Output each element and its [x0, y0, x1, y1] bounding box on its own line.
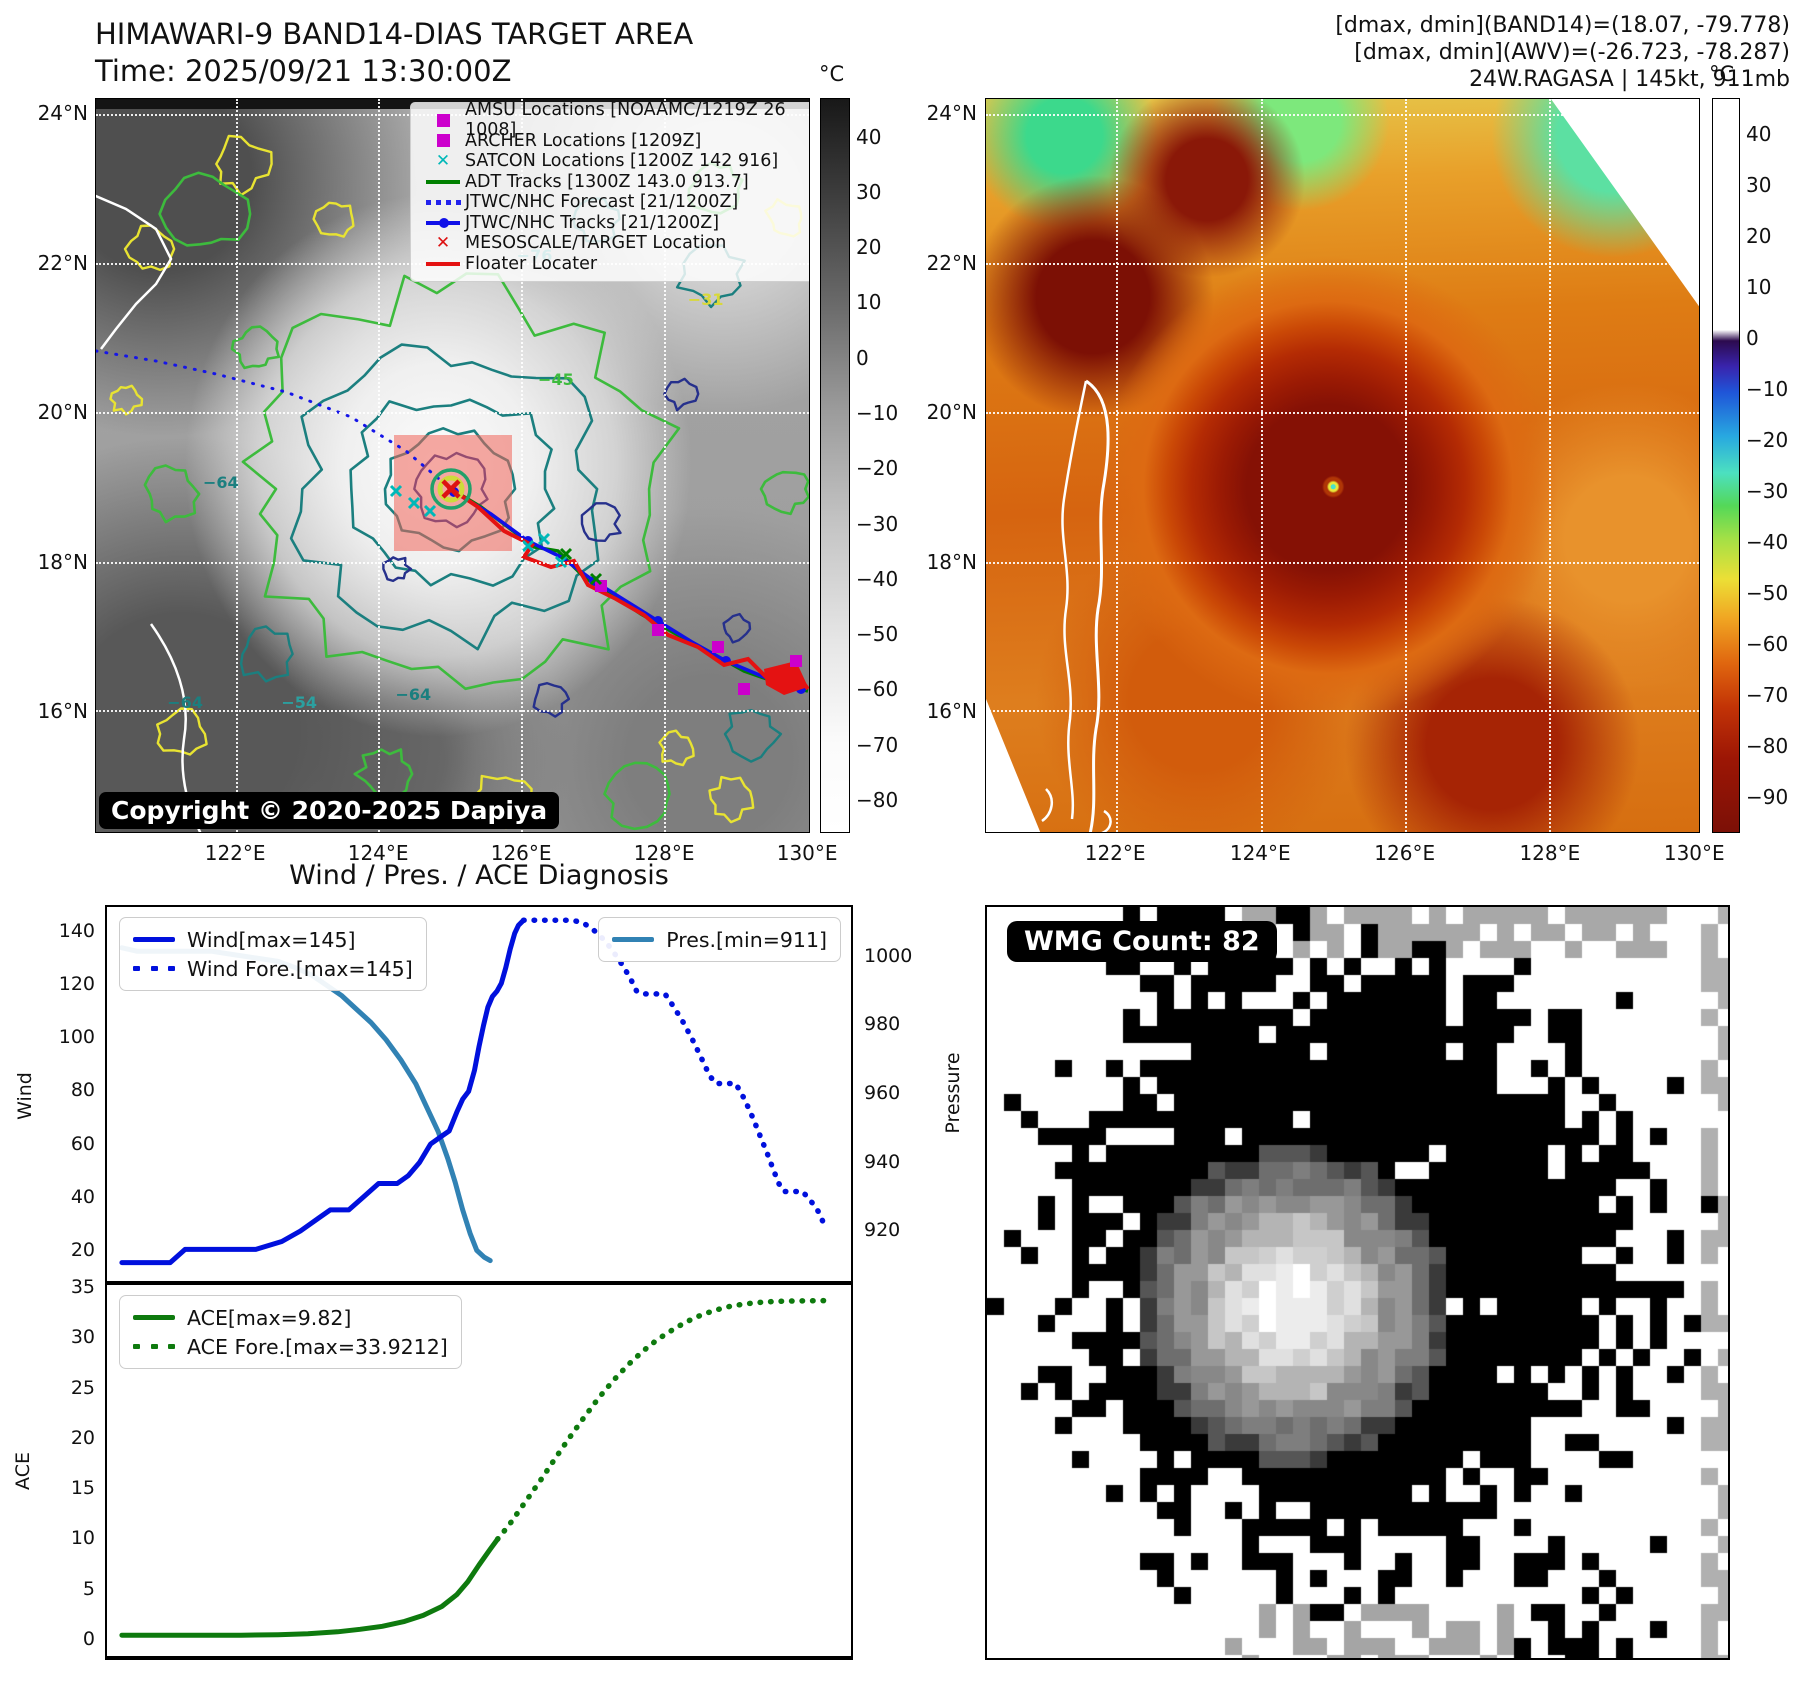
band14-satellite-map: −64−54−64−64−76−31−45 AMSU Locations [NO…	[95, 98, 810, 833]
line-swatch	[133, 937, 175, 942]
ace-legend-obs: ACE[max=9.82]	[133, 1303, 448, 1332]
legend-item: ADT Tracks [1300Z 143.0 913.7]	[421, 171, 809, 193]
wind-axis-ticks: 140 120 100 80 60 40 20	[58, 919, 95, 1262]
line-swatch	[133, 1315, 175, 1320]
legend-item-label: Floater Locater	[465, 253, 598, 274]
x-marker-icon: ✕	[435, 232, 451, 253]
band14-panel-title: HIMAWARI-9 BAND14-DIAS TARGET AREA Time:…	[95, 16, 693, 90]
ace-axis-label: ACE	[12, 1452, 34, 1490]
legend-item: JTWC/NHC Forecast [21/1200Z]	[421, 192, 809, 213]
wind-solid-swatch	[133, 937, 175, 942]
ace-dotted-swatch	[133, 1344, 175, 1349]
awv-satellite-map	[985, 98, 1700, 833]
legend-item-label: JTWC/NHC Tracks [21/1200Z]	[465, 212, 720, 233]
contour-value-label: −54	[281, 692, 318, 712]
pressure-axis-ticks: 1000 980 960 940 920	[864, 944, 913, 1242]
dotted-swatch	[133, 966, 175, 971]
wmg-pixel-panel: WMG Count: 82	[985, 905, 1730, 1660]
line-dot-marker-icon	[421, 217, 465, 228]
band14-lat-axis: 24°N 22°N 20°N 18°N 16°N	[37, 100, 88, 723]
band14-title-line2: Time: 2025/09/21 13:30:00Z	[95, 54, 512, 88]
dotted-line-icon	[421, 199, 465, 205]
pressure-legend: Pres.[min=911]	[598, 917, 841, 962]
legend-item: Floater Locater	[421, 253, 809, 275]
ace-legend: ACE[max=9.82] ACE Fore.[max=33.9212]	[119, 1295, 462, 1369]
wind-fore-legend-label: Wind Fore.[max=145]	[187, 956, 413, 981]
pressure-legend-row: Pres.[min=911]	[612, 925, 827, 954]
band14-lon-axis: 122°E 124°E 126°E 128°E 130°E	[204, 841, 838, 865]
wind-pressure-chart: Wind[max=145] Wind Fore.[max=145] Pres.[…	[105, 905, 853, 1283]
dmax-dmin-awv: [dmax, dmin](AWV)=(-26.723, -78.287)	[1354, 40, 1790, 65]
awv-colorbar-unit: °C	[1709, 62, 1735, 86]
wind-legend-label: Wind[max=145]	[187, 927, 356, 952]
pressure-axis-label: Pressure	[942, 1052, 964, 1134]
ace-fore-legend-label: ACE Fore.[max=33.9212]	[187, 1334, 448, 1359]
legend-item: AMSU Locations [NOAAMC/1219Z 26 1008]	[421, 100, 809, 140]
line-marker-icon	[421, 261, 465, 266]
wind-axis-label: Wind	[14, 1072, 36, 1120]
band14-colorbar-ticks: 40 30 20 10 0 −10 −20 −30 −40 −50 −60 −70 −80	[856, 124, 899, 812]
legend-item: ✕ MESOSCALE/TARGET Location	[421, 232, 809, 254]
legend-item-label: AMSU Locations [NOAAMC/1219Z 26 1008]	[465, 100, 786, 141]
x-marker-icon: ✕	[435, 150, 451, 171]
contour-value-label: −31	[687, 289, 724, 309]
ace-chart: ACE[max=9.82] ACE Fore.[max=33.9212]	[105, 1283, 853, 1660]
band14-title-line1: HIMAWARI-9 BAND14-DIAS TARGET AREA	[95, 17, 694, 51]
line-marker-icon	[421, 179, 465, 184]
ace-legend-label: ACE[max=9.82]	[187, 1305, 352, 1330]
square-marker-icon	[421, 113, 465, 127]
legend-item: ✕ SATCON Locations [1200Z 142 916]	[421, 150, 809, 172]
ace-axis-ticks: 35 30 25 20 15 10 5 0	[70, 1276, 95, 1650]
awv-colorbar-ticks: 40 30 20 10 0 −10 −20 −30 −40 −50 −60 −70 −80 −90	[1746, 121, 1789, 810]
contour-value-label: −64	[395, 685, 432, 705]
awv-map-overlay	[986, 99, 1699, 832]
awv-lat-axis: 24°N 22°N 20°N 18°N 16°N	[926, 100, 977, 723]
legend-item-label: ARCHER Locations [1209Z]	[465, 130, 702, 151]
band14-colorbar-unit: °C	[819, 62, 845, 86]
pressure-swatch	[612, 937, 655, 942]
pressure-legend-label: Pres.[min=911]	[666, 927, 827, 952]
contour-value-label: −64	[202, 472, 239, 492]
legend-item-label: SATCON Locations [1200Z 142 916]	[465, 151, 779, 172]
dmax-dmin-band14: [dmax, dmin](BAND14)=(18.07, -79.778)	[1335, 13, 1790, 38]
ace-plot	[119, 1297, 832, 1638]
contour-value-label: −45	[538, 370, 574, 390]
dotted-swatch	[133, 1344, 175, 1349]
awv-colorbar	[1712, 98, 1740, 833]
square-marker-icon	[421, 134, 465, 148]
legend-item-label: MESOSCALE/TARGET Location	[465, 233, 727, 254]
legend-item: ARCHER Locations [1209Z]	[421, 130, 809, 152]
ace-legend-fore: ACE Fore.[max=33.9212]	[133, 1332, 448, 1361]
band14-colorbar	[820, 98, 850, 833]
awv-lon-axis: 122°E 124°E 126°E 128°E 130°E	[1084, 841, 1725, 865]
ace-solid-swatch	[133, 1315, 175, 1320]
wind-legend-fore: Wind Fore.[max=145]	[133, 954, 413, 983]
diagnosis-title: Wind / Pres. / ACE Diagnosis	[289, 860, 669, 891]
line-swatch	[612, 937, 655, 942]
storm-id-intensity: 24W.RAGASA | 145kt, 911mb	[1469, 67, 1790, 92]
wind-legend: Wind[max=145] Wind Fore.[max=145]	[119, 917, 427, 991]
wmg-pixel-image	[987, 907, 1728, 1658]
legend-item-label: JTWC/NHC Forecast [21/1200Z]	[465, 192, 739, 213]
wind-dotted-swatch	[133, 966, 175, 971]
map-legend: AMSU Locations [NOAAMC/1219Z 26 1008] ARC…	[410, 100, 809, 282]
contour-value-label: −64	[167, 692, 203, 712]
wmg-count-badge: WMG Count: 82	[1007, 921, 1277, 962]
awv-header: [dmax, dmin](BAND14)=(18.07, -79.778) [d…	[1000, 12, 1790, 93]
legend-item-label: ADT Tracks [1300Z 143.0 913.7]	[465, 171, 749, 192]
wind-legend-obs: Wind[max=145]	[133, 925, 413, 954]
legend-item: JTWC/NHC Tracks [21/1200Z]	[421, 212, 809, 234]
copyright-badge: Copyright © 2020-2025 Dapiya	[99, 792, 560, 829]
